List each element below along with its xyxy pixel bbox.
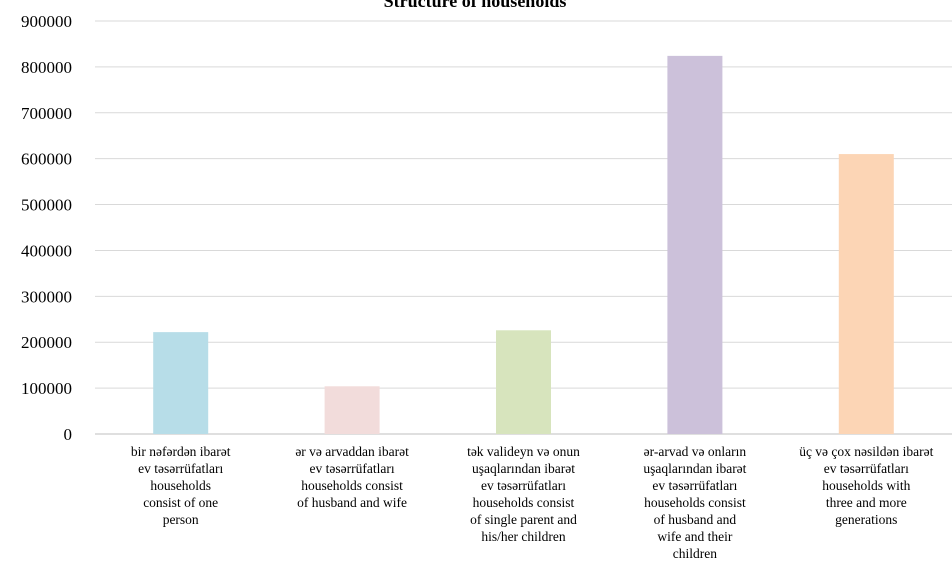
y-tick-label: 700000 bbox=[21, 104, 72, 123]
bar bbox=[153, 332, 209, 434]
x-category-label: ər və arvaddan ibarət ev təsərrüfatları ho… bbox=[295, 444, 409, 510]
y-tick-label: 900000 bbox=[21, 12, 72, 31]
bar bbox=[667, 55, 723, 435]
y-tick-label: 0 bbox=[64, 425, 73, 444]
y-tick-label: 100000 bbox=[21, 379, 72, 398]
y-tick-label: 600000 bbox=[21, 150, 72, 169]
x-category-label: tək valideyn və onun uşaqlarından ibarət e… bbox=[467, 444, 580, 544]
y-tick-label: 200000 bbox=[21, 333, 72, 352]
bar bbox=[324, 386, 380, 434]
y-axis-tick-labels: 0 100000 200000 300000 400000 500000 600000 700… bbox=[21, 12, 72, 444]
chart-title: Structure of households bbox=[384, 0, 567, 11]
bar bbox=[838, 154, 894, 435]
gridlines bbox=[95, 20, 952, 435]
y-tick-label: 400000 bbox=[21, 241, 72, 260]
y-tick-label: 800000 bbox=[21, 58, 72, 77]
x-category-label: bir nəfərdən ibarət ev təsərrüfatları hous… bbox=[131, 444, 231, 527]
x-axis-category-labels: bir nəfərdən ibarət ev təsərrüfatları hous… bbox=[131, 444, 934, 561]
x-category-label: ər-arvad və onların uşaqlarından ibarət ev… bbox=[643, 444, 746, 561]
x-category-label: üç və çox nəsildən ibarət ev təsərrüfatla… bbox=[799, 444, 933, 527]
bar bbox=[496, 330, 551, 434]
y-tick-label: 500000 bbox=[21, 196, 72, 215]
y-tick-label: 300000 bbox=[21, 287, 72, 306]
bars bbox=[153, 55, 894, 435]
